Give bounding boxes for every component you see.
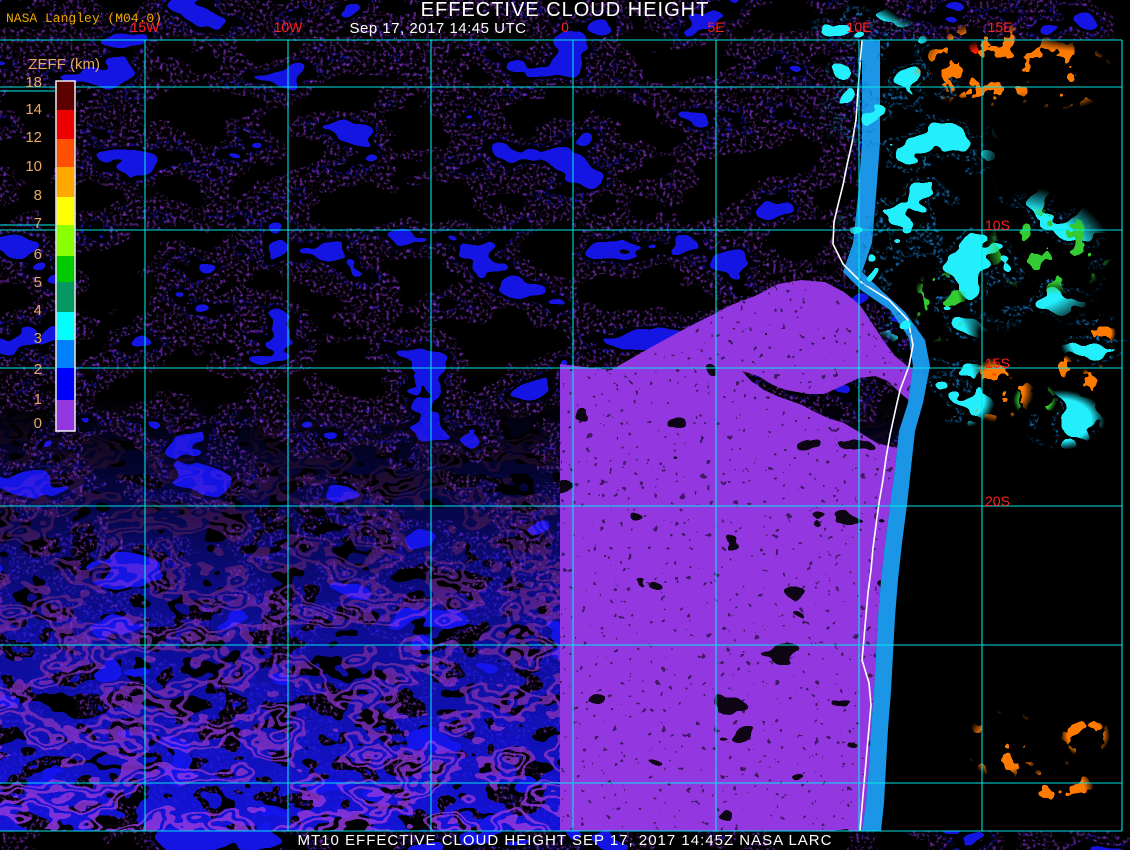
svg-text:15W: 15W [131,19,161,35]
svg-text:MT10 EFFECTIVE CLOUD HEIGHT: MT10 EFFECTIVE CLOUD HEIGHT SEP 17, 2017… [298,832,833,849]
svg-text:7: 7 [34,215,42,232]
svg-text:Sep 17, 2017 14:45 UTC: Sep 17, 2017 14:45 UTC [350,20,527,37]
svg-text:8: 8 [34,187,42,204]
svg-text:ZEFF (km): ZEFF (km) [28,56,100,73]
svg-text:15E: 15E [988,19,1013,35]
svg-text:5: 5 [34,274,42,291]
svg-text:4: 4 [34,302,42,319]
svg-text:10W: 10W [274,19,304,35]
svg-text:20S: 20S [985,493,1010,509]
svg-text:5E: 5E [707,19,724,35]
svg-text:10: 10 [25,158,42,175]
svg-text:1: 1 [34,391,42,408]
svg-text:15S: 15S [985,355,1010,371]
svg-text:6: 6 [34,246,42,263]
svg-text:18: 18 [25,74,42,91]
svg-text:10S: 10S [985,217,1010,233]
svg-text:0: 0 [34,415,42,432]
svg-text:10E: 10E [847,19,872,35]
svg-text:12: 12 [25,129,42,146]
svg-text:EFFECTIVE CLOUD HEIGHT: EFFECTIVE CLOUD HEIGHT [421,0,710,21]
svg-text:2: 2 [34,361,42,378]
svg-text:0: 0 [561,19,569,35]
svg-text:3: 3 [34,330,42,347]
svg-text:14: 14 [25,101,42,118]
